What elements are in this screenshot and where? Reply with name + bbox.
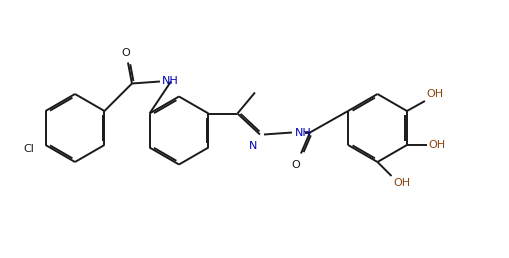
Text: N: N bbox=[248, 141, 257, 150]
Text: O: O bbox=[291, 159, 300, 170]
Text: OH: OH bbox=[426, 89, 443, 99]
Text: NH: NH bbox=[294, 127, 310, 138]
Text: Cl: Cl bbox=[23, 144, 35, 154]
Text: NH: NH bbox=[161, 76, 178, 85]
Text: OH: OH bbox=[428, 140, 445, 150]
Text: OH: OH bbox=[392, 178, 409, 188]
Text: O: O bbox=[121, 47, 130, 58]
